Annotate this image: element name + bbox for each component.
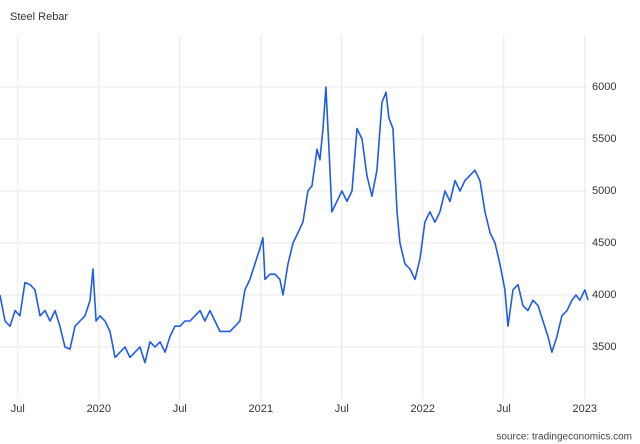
x-tick-label: Jul <box>497 403 511 415</box>
y-tick-label: 3500 <box>592 341 616 353</box>
chart-title: Steel Rebar <box>10 11 68 23</box>
x-tick-label: Jul <box>173 403 187 415</box>
x-tick-label: 2021 <box>249 403 273 415</box>
y-tick-label: 5500 <box>592 133 616 145</box>
x-tick-label: 2022 <box>411 403 435 415</box>
y-tick-label: 4500 <box>592 237 616 249</box>
x-tick-label: 2020 <box>87 403 111 415</box>
x-tick-label: Jul <box>11 403 25 415</box>
y-tick-label: 5000 <box>592 185 616 197</box>
y-tick-label: 6000 <box>592 81 616 93</box>
x-tick-label: Jul <box>335 403 349 415</box>
x-tick-label: 2023 <box>573 403 597 415</box>
data-line <box>0 86 589 364</box>
source: source: tradingeconomics.com <box>496 432 632 443</box>
y-tick-label: 4000 <box>592 289 616 301</box>
